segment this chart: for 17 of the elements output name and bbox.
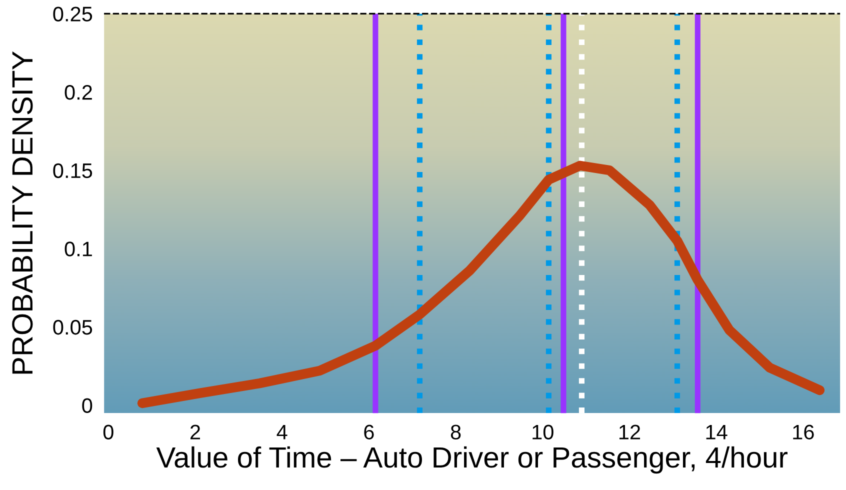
x-tick-label: 12 bbox=[619, 424, 640, 440]
y-tick-label: 0.2 bbox=[64, 85, 92, 100]
y-axis-title: PROBABILITY DENSITY bbox=[12, 51, 33, 374]
x-axis-title: Value of Time – Auto Driver or Passenger, 4/hour bbox=[156, 446, 788, 474]
x-tick-label: 2 bbox=[190, 424, 200, 440]
y-tick-label: 0.05 bbox=[53, 320, 92, 335]
x-tick-label: 14 bbox=[706, 424, 728, 440]
y-tick-label: 0.1 bbox=[64, 242, 92, 256]
x-tick-label: 6 bbox=[364, 424, 374, 440]
y-tick-label: 0.25 bbox=[53, 6, 92, 22]
x-tick-label: 10 bbox=[532, 424, 554, 440]
x-tick-label: 16 bbox=[793, 424, 814, 440]
x-tick-label: 8 bbox=[450, 424, 461, 440]
x-tick-label: 4 bbox=[276, 424, 288, 440]
y-tick-label: 0 bbox=[82, 398, 92, 413]
x-tick-label: 0 bbox=[103, 424, 114, 440]
y-tick-label: 0.15 bbox=[53, 163, 92, 178]
